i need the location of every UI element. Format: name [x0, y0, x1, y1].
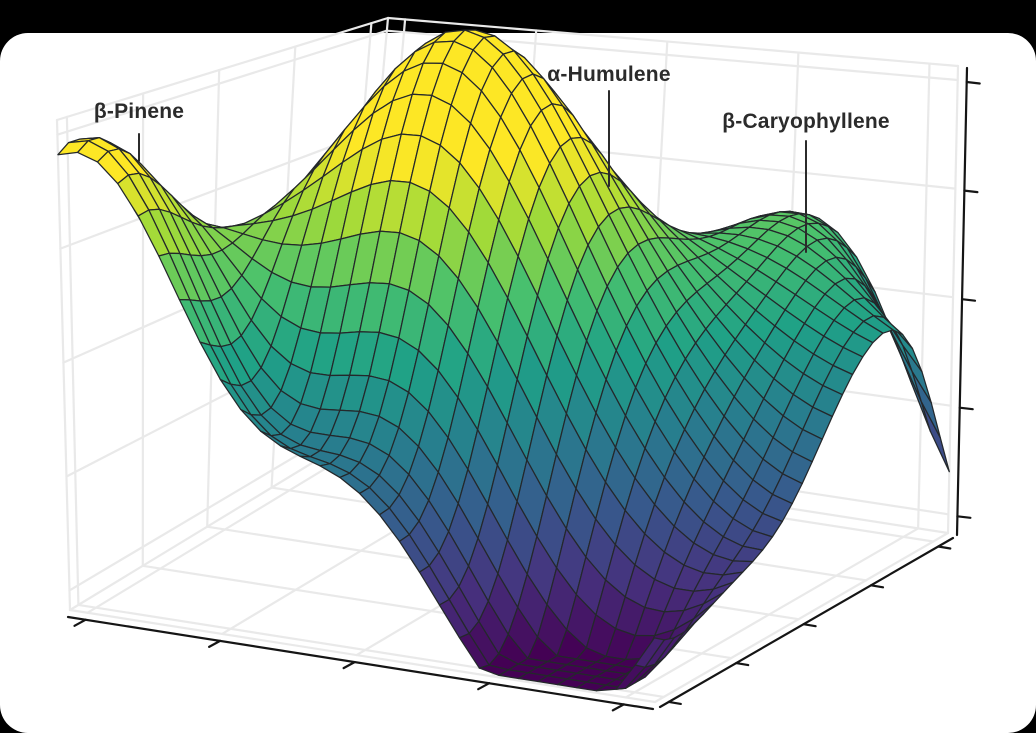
annotation-leader-lines	[138, 90, 807, 253]
axis-lines	[66, 66, 981, 712]
peak-label-caryophyllene: β-Caryophyllene	[722, 110, 890, 133]
surface-mesh	[57, 29, 950, 692]
peak-label-humulene: α-Humulene	[547, 63, 671, 86]
peak-label-pinene: β-Pinene	[93, 100, 185, 123]
